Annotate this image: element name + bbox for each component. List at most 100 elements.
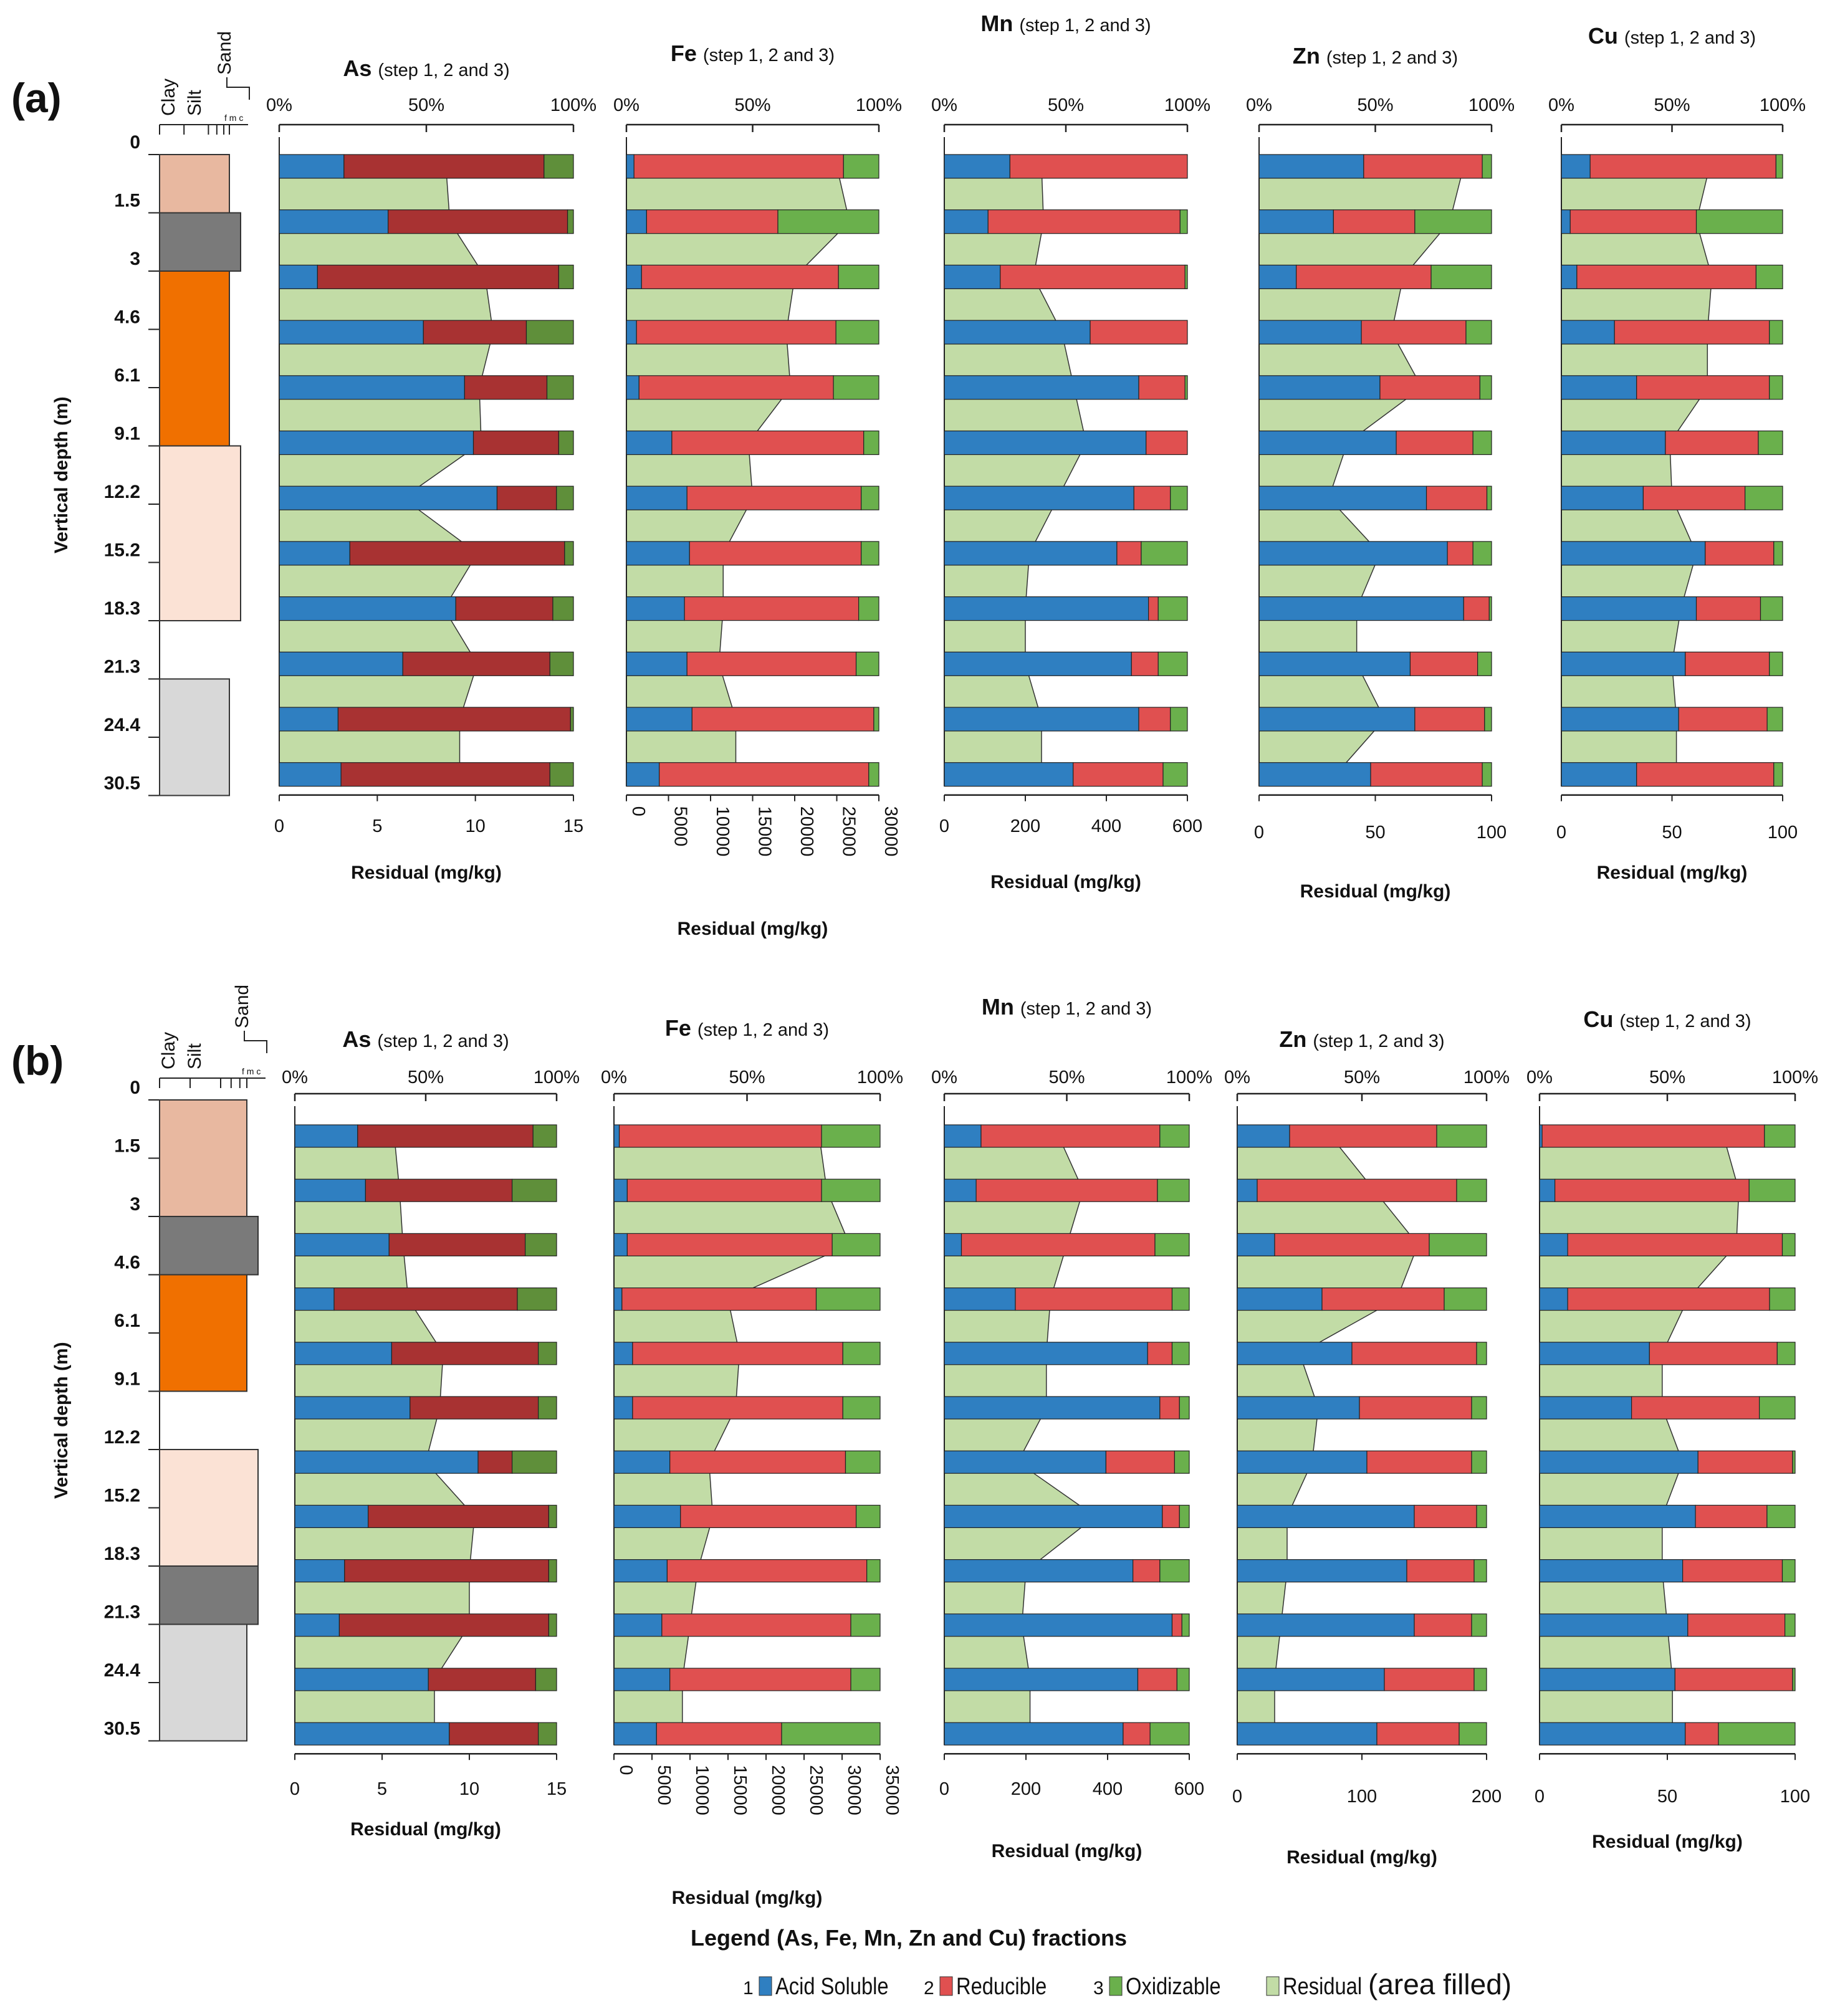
bar-reducible — [343, 154, 545, 179]
bar-reducible — [1133, 1559, 1161, 1583]
bar-oxidizable — [1157, 596, 1188, 621]
bar-acid-soluble — [294, 1450, 479, 1474]
chart-title-step: (step 1, 2 and 3) — [1020, 999, 1152, 1019]
chart-title-element: Fe — [671, 41, 703, 66]
bar-oxidizable — [524, 1233, 557, 1257]
bar-acid-soluble — [1561, 707, 1679, 732]
residual-tick-label: 100 — [1780, 1787, 1810, 1807]
bar-acid-soluble — [1539, 1396, 1632, 1420]
bar-reducible — [1425, 485, 1488, 510]
bar-reducible — [661, 1613, 851, 1637]
bar-oxidizable — [1456, 1178, 1487, 1202]
bar-oxidizable — [1171, 1342, 1190, 1365]
percent-tick-label: 0% — [1224, 1068, 1250, 1087]
bar-oxidizable — [1436, 1124, 1487, 1148]
percent-tick-label: 0% — [931, 1068, 957, 1087]
bar-acid-soluble — [1561, 209, 1571, 234]
bar-acid-soluble — [1539, 1178, 1556, 1202]
bar-oxidizable — [567, 209, 574, 234]
chart-title: As (step 1, 2 and 3) — [342, 1026, 509, 1052]
bar-acid-soluble — [944, 1178, 977, 1202]
soil-layer-orange — [159, 1274, 247, 1392]
depth-label: 0 — [130, 1077, 140, 1098]
bar-acid-soluble — [613, 1668, 671, 1691]
bar-acid-soluble — [294, 1504, 369, 1528]
bar-oxidizable — [845, 1450, 881, 1474]
bar-acid-soluble — [1258, 707, 1416, 732]
bar-acid-soluble — [613, 1287, 623, 1311]
bar-oxidizable — [1444, 1287, 1487, 1311]
bar-reducible — [1687, 1613, 1786, 1637]
percent-tick-label: 50% — [1344, 1068, 1380, 1087]
bar-oxidizable — [537, 1396, 557, 1420]
legend-swatch — [1109, 1976, 1123, 1996]
depth-label: 1.5 — [114, 1136, 140, 1157]
residual-tick-label: 200 — [1011, 1779, 1041, 1799]
bar-oxidizable — [843, 154, 879, 179]
bar-acid-soluble — [944, 707, 1139, 732]
chart-zn: Zn (step 1, 2 and 3) 0% 50% 100% 0 50 100 Resid… — [1246, 43, 1515, 902]
bar-acid-soluble — [1539, 1450, 1698, 1474]
depth-label: 6.1 — [114, 365, 140, 386]
bar-reducible — [1138, 375, 1186, 400]
bar-acid-soluble — [294, 1233, 390, 1257]
bar-reducible — [388, 209, 568, 234]
bar-oxidizable — [1184, 264, 1188, 289]
bar-oxidizable — [1479, 375, 1492, 400]
bar-reducible — [1695, 1504, 1768, 1528]
residual-tick-label: 25000 — [839, 806, 859, 857]
soil-header-fmc: f m c — [224, 113, 243, 123]
bar-reducible — [638, 375, 834, 400]
bar-oxidizable — [855, 651, 879, 676]
bar-oxidizable — [1755, 264, 1783, 289]
bar-acid-soluble — [944, 1396, 1161, 1420]
bar-acid-soluble — [1258, 596, 1464, 621]
residual-tick-label: 10 — [459, 1779, 479, 1799]
residual-tick-label: 0 — [939, 816, 949, 836]
residual-tick-label: 30000 — [881, 806, 901, 857]
bar-acid-soluble — [1561, 320, 1615, 345]
residual-tick-label: 5000 — [654, 1765, 674, 1805]
residual-tick-label: 0 — [1232, 1787, 1242, 1807]
bar-oxidizable — [548, 1559, 557, 1583]
chart-cu: Cu (step 1, 2 and 3) 0% 50% 100% 0 50 100 Resid… — [1548, 23, 1806, 883]
bar-oxidizable — [1157, 1178, 1190, 1202]
soil-layer-orange — [159, 270, 230, 447]
bar-reducible — [1123, 1722, 1151, 1746]
depth-label: 21.3 — [104, 1602, 140, 1623]
bar-oxidizable — [1748, 1178, 1796, 1202]
percent-tick-label: 50% — [1654, 95, 1690, 115]
bar-oxidizable — [1429, 1233, 1487, 1257]
bar-reducible — [1009, 154, 1188, 179]
bar-acid-soluble — [1539, 1722, 1686, 1746]
bar-oxidizable — [1181, 1613, 1190, 1637]
bar-reducible — [1274, 1233, 1430, 1257]
bar-reducible — [1414, 707, 1485, 732]
legend-number: 1 — [743, 1978, 754, 1999]
percent-tick-label: 0% — [266, 95, 292, 115]
soil-header-sand-bracket — [226, 77, 250, 100]
legend-label: Residual — [1283, 1973, 1362, 2000]
bar-reducible — [349, 541, 565, 566]
bar-acid-soluble — [944, 430, 1147, 456]
chart-title: Fe (step 1, 2 and 3) — [665, 1015, 829, 1041]
bar-oxidizable — [1176, 1668, 1190, 1691]
percent-tick-label: 100% — [1760, 95, 1806, 115]
bar-reducible — [455, 596, 553, 621]
bar-acid-soluble — [1237, 1450, 1368, 1474]
bar-oxidizable — [1759, 1396, 1796, 1420]
bar-acid-soluble — [279, 264, 318, 289]
chart-zn: Zn (step 1, 2 and 3) 0% 50% 100% 0 100 200 Resi… — [1224, 1026, 1510, 1868]
bar-reducible — [1146, 430, 1188, 456]
percent-tick-label: 0% — [282, 1068, 308, 1087]
bar-acid-soluble — [1258, 485, 1427, 510]
residual-axis-title: Residual (mg/kg) — [992, 1841, 1143, 1861]
bar-oxidizable — [1473, 1668, 1487, 1691]
residual-tick-label: 20000 — [797, 806, 817, 857]
bar-reducible — [669, 1450, 846, 1474]
bar-acid-soluble — [613, 1178, 628, 1202]
bar-acid-soluble — [626, 485, 688, 510]
bar-oxidizable — [1769, 375, 1783, 400]
bar-acid-soluble — [1539, 1233, 1568, 1257]
bar-acid-soluble — [944, 1668, 1139, 1691]
